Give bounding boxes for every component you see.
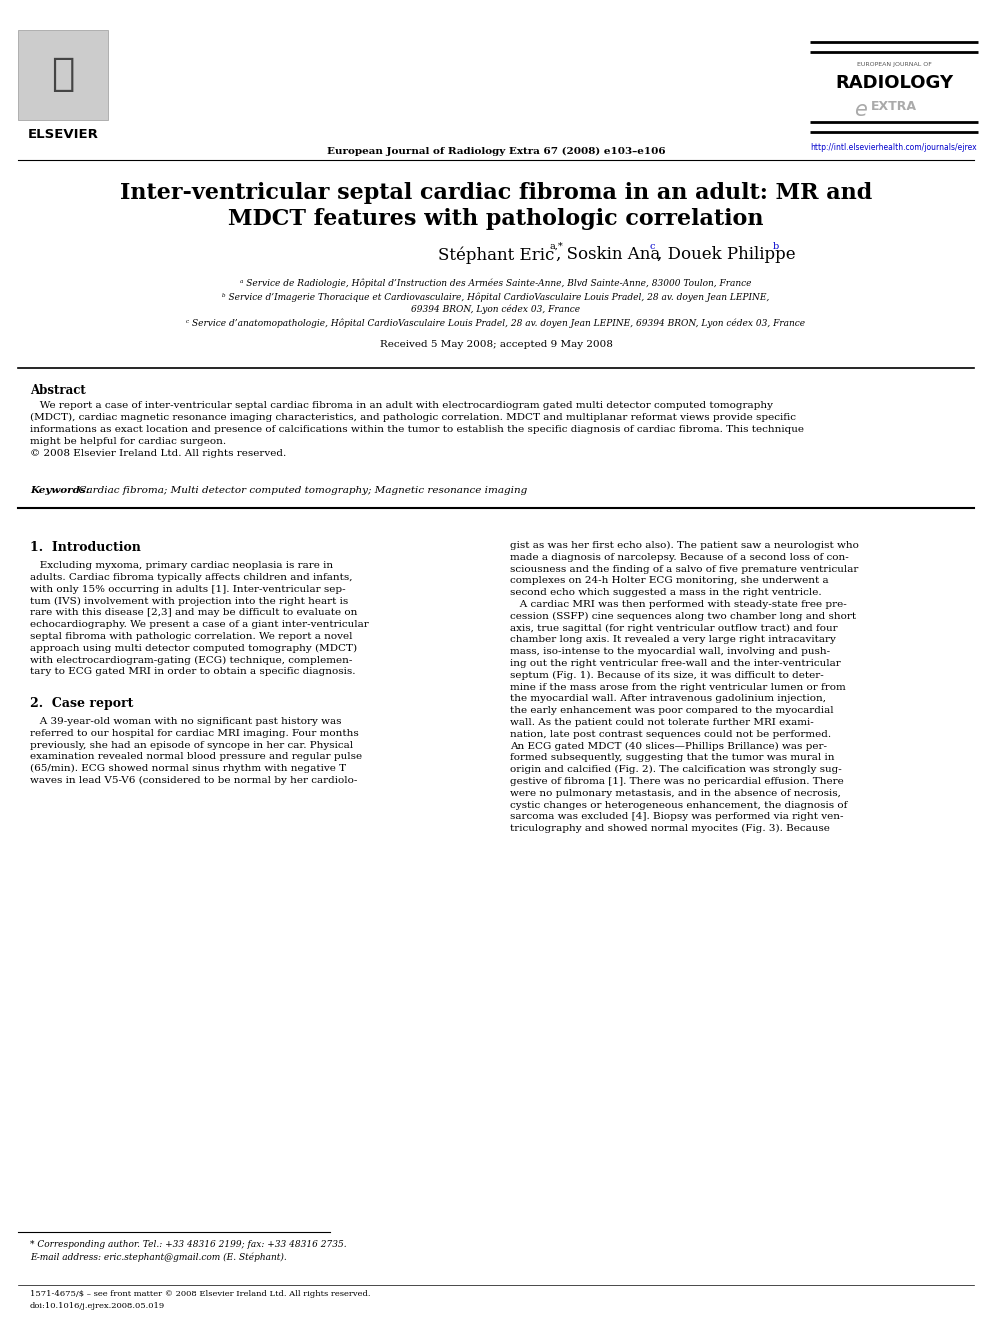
Text: with only 15% occurring in adults [1]. Inter-ventricular sep-: with only 15% occurring in adults [1]. I… bbox=[30, 585, 345, 594]
Text: cystic changes or heterogeneous enhancement, the diagnosis of: cystic changes or heterogeneous enhancem… bbox=[510, 800, 847, 810]
Text: axis, true sagittal (for right ventricular outflow tract) and four: axis, true sagittal (for right ventricul… bbox=[510, 623, 837, 632]
Text: e: e bbox=[853, 101, 866, 120]
Text: Cardiac fibroma; Multi detector computed tomography; Magnetic resonance imaging: Cardiac fibroma; Multi detector computed… bbox=[72, 486, 528, 495]
Text: ing out the right ventricular free-wall and the inter-ventricular: ing out the right ventricular free-wall … bbox=[510, 659, 841, 668]
Text: nation, late post contrast sequences could not be performed.: nation, late post contrast sequences cou… bbox=[510, 730, 831, 738]
Text: ELSEVIER: ELSEVIER bbox=[28, 128, 98, 142]
Text: cession (SSFP) cine sequences along two chamber long and short: cession (SSFP) cine sequences along two … bbox=[510, 611, 856, 620]
Text: gestive of fibroma [1]. There was no pericardial effusion. There: gestive of fibroma [1]. There was no per… bbox=[510, 777, 844, 786]
Text: A cardiac MRI was then performed with steady-state free pre-: A cardiac MRI was then performed with st… bbox=[510, 601, 847, 609]
Text: sarcoma was excluded [4]. Biopsy was performed via right ven-: sarcoma was excluded [4]. Biopsy was per… bbox=[510, 812, 843, 822]
Text: doi:10.1016/j.ejrex.2008.05.019: doi:10.1016/j.ejrex.2008.05.019 bbox=[30, 1302, 166, 1310]
Text: 1571-4675/$ – see front matter © 2008 Elsevier Ireland Ltd. All rights reserved.: 1571-4675/$ – see front matter © 2008 El… bbox=[30, 1290, 370, 1298]
Text: rare with this disease [2,3] and may be difficult to evaluate on: rare with this disease [2,3] and may be … bbox=[30, 609, 357, 618]
Text: made a diagnosis of narcolepsy. Because of a second loss of con-: made a diagnosis of narcolepsy. Because … bbox=[510, 553, 849, 562]
Text: septal fibroma with pathologic correlation. We report a novel: septal fibroma with pathologic correlati… bbox=[30, 632, 352, 640]
Text: gist as was her first echo also). The patient saw a neurologist who: gist as was her first echo also). The pa… bbox=[510, 541, 859, 550]
Text: sciousness and the finding of a salvo of five premature ventricular: sciousness and the finding of a salvo of… bbox=[510, 565, 858, 574]
Text: septum (Fig. 1). Because of its size, it was difficult to deter-: septum (Fig. 1). Because of its size, it… bbox=[510, 671, 823, 680]
Text: RADIOLOGY: RADIOLOGY bbox=[835, 74, 953, 93]
Text: referred to our hospital for cardiac MRI imaging. Four months: referred to our hospital for cardiac MRI… bbox=[30, 729, 359, 738]
Text: mine if the mass arose from the right ventricular lumen or from: mine if the mass arose from the right ve… bbox=[510, 683, 846, 692]
Text: * Corresponding author. Tel.: +33 48316 2199; fax: +33 48316 2735.: * Corresponding author. Tel.: +33 48316 … bbox=[30, 1240, 346, 1249]
Text: origin and calcified (Fig. 2). The calcification was strongly sug-: origin and calcified (Fig. 2). The calci… bbox=[510, 765, 842, 774]
Text: Stéphant Eric: Stéphant Eric bbox=[437, 246, 555, 263]
Text: ᵇ Service d’Imagerie Thoracique et Cardiovasculaire, Hôpital CardioVasculaire Lo: ᵇ Service d’Imagerie Thoracique et Cardi… bbox=[222, 292, 770, 302]
Text: 2.  Case report: 2. Case report bbox=[30, 697, 133, 710]
Text: b: b bbox=[773, 242, 780, 251]
Text: ᶜ Service d’anatomopathologie, Hôpital CardioVasculaire Louis Pradel, 28 av. doy: ᶜ Service d’anatomopathologie, Hôpital C… bbox=[186, 318, 806, 328]
Text: mass, iso-intense to the myocardial wall, involving and push-: mass, iso-intense to the myocardial wall… bbox=[510, 647, 830, 656]
Text: , Soskin Ana: , Soskin Ana bbox=[556, 246, 661, 263]
Text: wall. As the patient could not tolerate further MRI exami-: wall. As the patient could not tolerate … bbox=[510, 718, 813, 728]
FancyBboxPatch shape bbox=[18, 30, 108, 120]
Text: formed subsequently, suggesting that the tumor was mural in: formed subsequently, suggesting that the… bbox=[510, 753, 834, 762]
Text: MDCT features with pathologic correlation: MDCT features with pathologic correlatio… bbox=[228, 208, 764, 230]
Text: A 39-year-old woman with no significant past history was: A 39-year-old woman with no significant … bbox=[30, 717, 341, 726]
Text: We report a case of inter-ventricular septal cardiac fibroma in an adult with el: We report a case of inter-ventricular se… bbox=[30, 401, 804, 458]
Text: , Douek Philippe: , Douek Philippe bbox=[657, 246, 796, 263]
Text: echocardiography. We present a case of a giant inter-ventricular: echocardiography. We present a case of a… bbox=[30, 620, 369, 628]
Text: European Journal of Radiology Extra 67 (2008) e103–e106: European Journal of Radiology Extra 67 (… bbox=[326, 147, 666, 156]
Text: the early enhancement was poor compared to the myocardial: the early enhancement was poor compared … bbox=[510, 706, 833, 716]
Text: with electrocardiogram-gating (ECG) technique, complemen-: with electrocardiogram-gating (ECG) tech… bbox=[30, 655, 352, 664]
Text: a,*: a,* bbox=[549, 242, 562, 251]
Text: the myocardial wall. After intravenous gadolinium injection,: the myocardial wall. After intravenous g… bbox=[510, 695, 826, 704]
Text: E-mail address: eric.stephant@gmail.com (E. Stéphant).: E-mail address: eric.stephant@gmail.com … bbox=[30, 1252, 287, 1262]
Text: c: c bbox=[650, 242, 656, 251]
Text: Inter-ventricular septal cardiac fibroma in an adult: MR and: Inter-ventricular septal cardiac fibroma… bbox=[120, 183, 872, 204]
Text: (65/min). ECG showed normal sinus rhythm with negative T: (65/min). ECG showed normal sinus rhythm… bbox=[30, 765, 346, 774]
Text: EUROPEAN JOURNAL OF: EUROPEAN JOURNAL OF bbox=[856, 62, 931, 67]
Text: 69394 BRON, Lyon cédex 03, France: 69394 BRON, Lyon cédex 03, France bbox=[412, 304, 580, 314]
Text: tary to ECG gated MRI in order to obtain a specific diagnosis.: tary to ECG gated MRI in order to obtain… bbox=[30, 667, 355, 676]
Text: examination revealed normal blood pressure and regular pulse: examination revealed normal blood pressu… bbox=[30, 753, 362, 762]
Text: Excluding myxoma, primary cardiac neoplasia is rare in: Excluding myxoma, primary cardiac neopla… bbox=[30, 561, 333, 570]
Text: 1.  Introduction: 1. Introduction bbox=[30, 541, 141, 554]
Text: waves in lead V5-V6 (considered to be normal by her cardiolo-: waves in lead V5-V6 (considered to be no… bbox=[30, 777, 357, 785]
Text: complexes on 24-h Holter ECG monitoring, she underwent a: complexes on 24-h Holter ECG monitoring,… bbox=[510, 577, 828, 585]
Text: EXTRA: EXTRA bbox=[871, 101, 917, 112]
Text: Abstract: Abstract bbox=[30, 384, 85, 397]
Text: Keywords:: Keywords: bbox=[30, 486, 89, 495]
Text: tum (IVS) involvement with projection into the right heart is: tum (IVS) involvement with projection in… bbox=[30, 597, 348, 606]
Text: approach using multi detector computed tomography (MDCT): approach using multi detector computed t… bbox=[30, 643, 357, 652]
Text: adults. Cardiac fibroma typically affects children and infants,: adults. Cardiac fibroma typically affect… bbox=[30, 573, 352, 582]
Text: ᵃ Service de Radiologie, Hôpital d’Instruction des Armées Sainte-Anne, Blvd Sain: ᵃ Service de Radiologie, Hôpital d’Instr… bbox=[240, 278, 752, 287]
Text: previously, she had an episode of syncope in her car. Physical: previously, she had an episode of syncop… bbox=[30, 741, 353, 750]
Text: An ECG gated MDCT (40 slices—Phillips Brillance) was per-: An ECG gated MDCT (40 slices—Phillips Br… bbox=[510, 742, 827, 750]
Text: second echo which suggested a mass in the right ventricle.: second echo which suggested a mass in th… bbox=[510, 589, 821, 597]
Text: chamber long axis. It revealed a very large right intracavitary: chamber long axis. It revealed a very la… bbox=[510, 635, 836, 644]
Text: Received 5 May 2008; accepted 9 May 2008: Received 5 May 2008; accepted 9 May 2008 bbox=[380, 340, 612, 349]
Text: 🌲: 🌲 bbox=[52, 56, 74, 93]
Text: were no pulmonary metastasis, and in the absence of necrosis,: were no pulmonary metastasis, and in the… bbox=[510, 789, 841, 798]
Text: http://intl.elsevierhealth.com/journals/ejrex: http://intl.elsevierhealth.com/journals/… bbox=[810, 143, 977, 152]
Text: triculography and showed normal myocites (Fig. 3). Because: triculography and showed normal myocites… bbox=[510, 824, 830, 833]
